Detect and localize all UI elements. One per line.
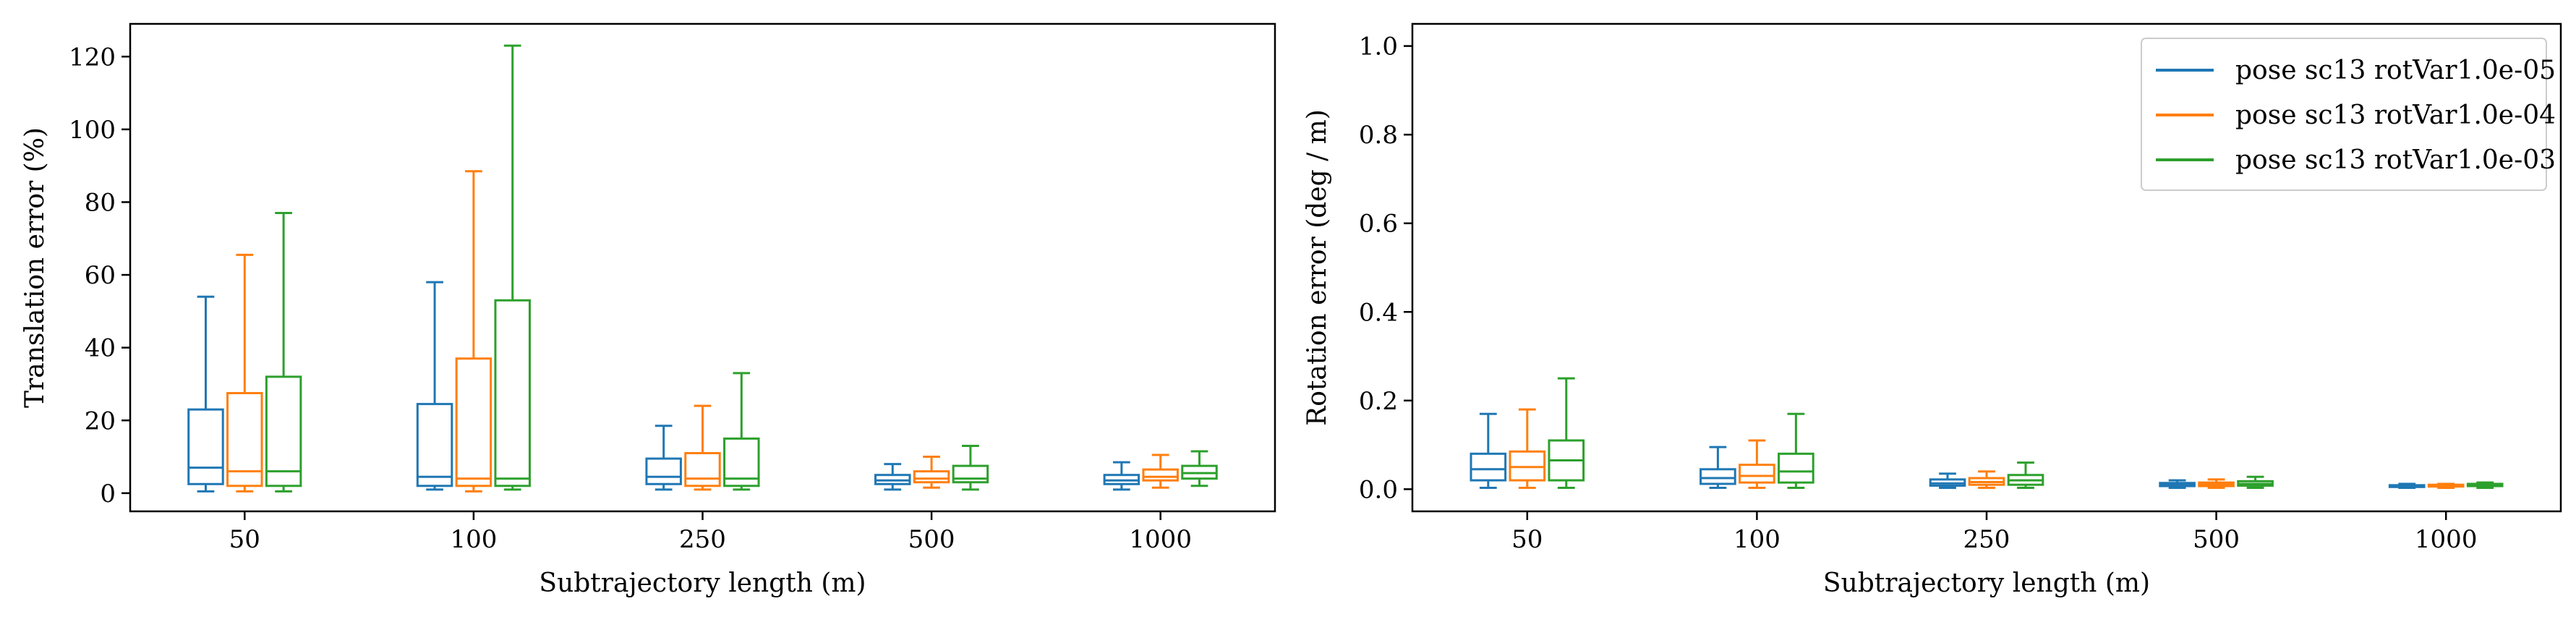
x-tick-label: 1000 — [1129, 525, 1192, 554]
legend: pose sc13 rotVar1.0e-05 pose sc13 rotVar1… — [2141, 38, 2556, 191]
legend-label: pose sc13 rotVar1.0e-03 — [2235, 145, 2556, 175]
box-100-series-1 — [416, 281, 453, 491]
x-tick-label: 500 — [908, 525, 955, 554]
box-iqr — [1509, 450, 1546, 482]
legend-label: pose sc13 rotVar1.0e-05 — [2235, 56, 2556, 85]
box-100-series-3 — [1778, 412, 1814, 490]
box-iqr — [723, 437, 760, 487]
box-250-series-3 — [2007, 461, 2044, 490]
box-iqr — [494, 299, 531, 487]
y-tick-label: 0.4 — [1359, 298, 1398, 327]
box-500-series-1 — [2159, 479, 2196, 490]
box-250-series-1 — [645, 425, 682, 491]
y-tick-label: 80 — [85, 188, 116, 217]
series-3 — [1548, 377, 2504, 490]
box-100-series-3 — [494, 44, 531, 491]
box-50-series-1 — [187, 295, 224, 493]
box-iqr — [1470, 452, 1507, 482]
y-tick-label: 0.0 — [1359, 475, 1398, 504]
box-50-series-1 — [1470, 412, 1507, 490]
x-tick-label: 100 — [1733, 525, 1780, 554]
series-3 — [265, 44, 1218, 493]
box-1000-series-2 — [2427, 482, 2465, 490]
y-tick-label: 0.2 — [1359, 387, 1398, 416]
box-500-series-2 — [913, 456, 950, 489]
box-iqr — [913, 470, 950, 484]
legend-item-3: pose sc13 rotVar1.0e-03 — [2156, 145, 2556, 175]
y-axis-label: Translation error (%) — [20, 127, 50, 408]
y-tick-label: 0.8 — [1359, 121, 1398, 150]
box-50-series-2 — [226, 253, 263, 493]
series-1 — [187, 281, 1140, 493]
box-50-series-3 — [1548, 377, 1585, 490]
box-100-series-2 — [455, 170, 492, 493]
x-tick-label: 50 — [229, 525, 260, 554]
y-tick-label: 40 — [85, 334, 116, 363]
box-250-series-2 — [684, 404, 721, 491]
box-1000-series-3 — [2466, 481, 2504, 490]
box-1000-series-1 — [2388, 482, 2426, 490]
legend-frame — [2141, 38, 2547, 191]
box-500-series-1 — [874, 463, 911, 491]
box-iqr — [226, 392, 263, 487]
box-500-series-3 — [2237, 475, 2274, 490]
series-2 — [1509, 408, 2465, 490]
box-iqr — [1778, 452, 1814, 484]
box-iqr — [1699, 468, 1736, 485]
y-axis-label: Rotation error (deg / m) — [1302, 109, 1332, 426]
box-iqr — [684, 452, 721, 487]
legend-item-2: pose sc13 rotVar1.0e-04 — [2156, 101, 2556, 130]
box-250-series-3 — [723, 372, 760, 491]
box-1000-series-3 — [1181, 450, 1218, 487]
box-100-series-2 — [1739, 439, 1775, 490]
box-iqr — [187, 408, 224, 485]
box-100-series-1 — [1699, 446, 1736, 490]
box-iqr — [952, 464, 989, 484]
y-tick-label: 120 — [69, 43, 116, 72]
x-tick-label: 500 — [2193, 525, 2240, 554]
y-tick-label: 100 — [69, 116, 116, 145]
legend-label: pose sc13 rotVar1.0e-04 — [2235, 101, 2556, 130]
box-iqr — [416, 403, 453, 487]
box-iqr — [645, 457, 682, 485]
x-axis-label: Subtrajectory length (m) — [1823, 568, 2150, 598]
box-500-series-2 — [2198, 478, 2235, 490]
y-tick-label: 0 — [100, 480, 116, 508]
box-50-series-2 — [1509, 408, 1546, 490]
y-tick-label: 1.0 — [1359, 33, 1398, 61]
box-250-series-2 — [1968, 470, 2005, 490]
y-tick-label: 20 — [85, 406, 116, 435]
x-tick-label: 100 — [450, 525, 497, 554]
y-tick-label: 0.6 — [1359, 210, 1398, 239]
x-tick-label: 1000 — [2415, 525, 2478, 554]
x-tick-label: 250 — [679, 525, 726, 554]
chart-panel-1: 0 20 40 60 80 100 120 50 100 250 500 1000 Subtraject… — [20, 22, 1276, 598]
box-iqr — [265, 375, 302, 487]
box-iqr — [1739, 464, 1775, 484]
x-axis-label: Subtrajectory length (m) — [539, 568, 866, 598]
x-tick-label: 250 — [1963, 525, 2010, 554]
box-500-series-3 — [952, 444, 989, 491]
chart-panel-2: 0.0 0.2 0.4 0.6 0.8 1.0 50 100 250 500 1000 Subtraj… — [1302, 22, 2562, 598]
series-1 — [1470, 412, 2426, 490]
box-1000-series-2 — [1142, 453, 1179, 489]
legend-item-1: pose sc13 rotVar1.0e-05 — [2156, 56, 2556, 85]
series-2 — [226, 170, 1179, 493]
box-250-series-1 — [1929, 472, 1966, 490]
box-iqr — [1142, 468, 1179, 482]
y-tick-label: 60 — [85, 261, 116, 290]
box-50-series-3 — [265, 212, 302, 493]
box-iqr — [455, 357, 492, 487]
x-tick-label: 50 — [1511, 525, 1543, 554]
box-1000-series-1 — [1103, 461, 1140, 491]
